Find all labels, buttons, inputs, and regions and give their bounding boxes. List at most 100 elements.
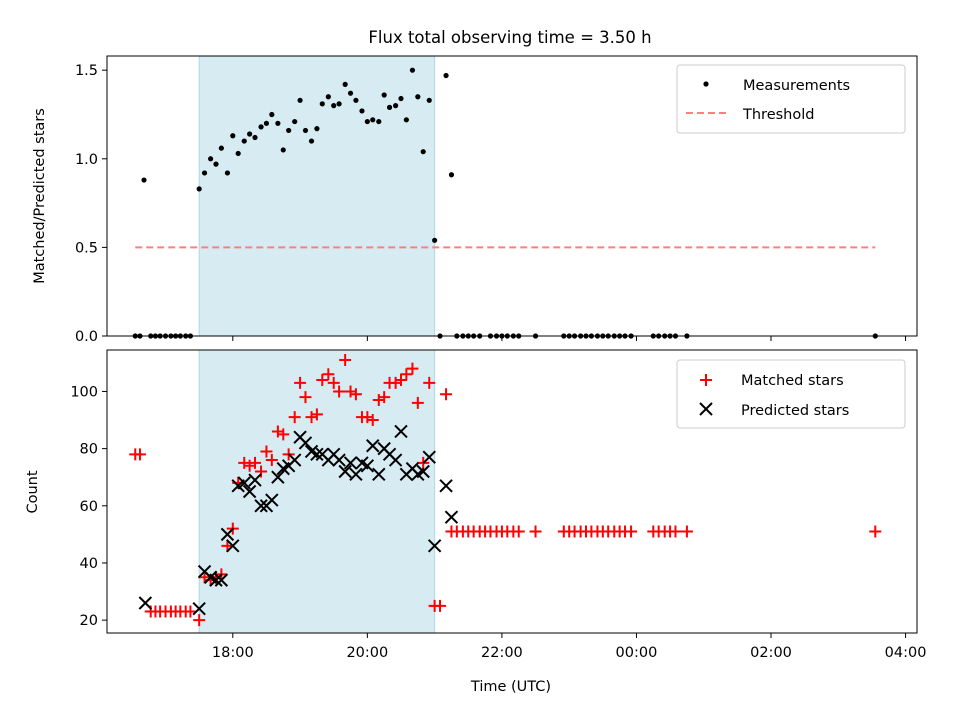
predicted-star-point bbox=[338, 464, 352, 479]
matched-star-point bbox=[434, 599, 447, 612]
x-tick-label: 18:00 bbox=[212, 645, 254, 661]
measurement-point bbox=[208, 156, 214, 162]
matched-star-point bbox=[133, 448, 146, 461]
top-y-label: Matched/Predicted stars bbox=[32, 108, 48, 284]
predicted-star-point bbox=[343, 456, 358, 470]
y-tick-label: 100 bbox=[70, 384, 98, 400]
matched-star-point bbox=[529, 525, 542, 538]
matched-star-point bbox=[193, 614, 206, 627]
matched-star-point bbox=[255, 465, 268, 478]
matched-star-point bbox=[400, 368, 413, 381]
matched-star-point bbox=[389, 376, 402, 389]
measurement-point bbox=[196, 186, 202, 192]
measurement-point bbox=[319, 101, 325, 107]
measurement-point bbox=[292, 118, 298, 125]
legend-predicted-marker bbox=[699, 402, 713, 416]
count-panel: 20 40 60 80 100 18:00 20:00 22:00 00:00 02:00 04:… bbox=[25, 349, 926, 695]
x-tick-label: 20:00 bbox=[346, 645, 388, 661]
predicted-star-point bbox=[332, 453, 346, 467]
matched-star-point bbox=[316, 374, 329, 387]
measurement-point bbox=[370, 117, 376, 123]
x-tick-label: 22:00 bbox=[481, 645, 523, 661]
measurement-point bbox=[308, 138, 315, 144]
measurement-point bbox=[280, 147, 286, 153]
matched-star-point bbox=[406, 362, 419, 375]
legend-predicted-label: Predicted stars bbox=[741, 403, 849, 419]
measurement-point bbox=[213, 161, 219, 167]
matched-star-point bbox=[249, 456, 262, 469]
predicted-star-point bbox=[349, 467, 363, 482]
measurement-point bbox=[258, 124, 264, 130]
matched-star-point bbox=[305, 411, 318, 424]
measurement-point bbox=[359, 108, 365, 114]
measurement-point bbox=[342, 81, 348, 87]
y-tick-label: 40 bbox=[80, 556, 98, 572]
matched-star-point bbox=[349, 388, 362, 401]
matched-star-point bbox=[669, 525, 682, 538]
x-tick-label: 00:00 bbox=[616, 645, 658, 661]
measurement-point bbox=[426, 97, 432, 103]
measurement-point bbox=[364, 118, 370, 125]
predicted-star-point bbox=[439, 479, 453, 493]
matched-star-point bbox=[394, 374, 407, 387]
measurement-point bbox=[218, 145, 224, 151]
y-tick-label: 1.5 bbox=[75, 63, 98, 79]
predicted-star-point bbox=[427, 539, 442, 553]
measurement-point bbox=[443, 72, 449, 79]
bottom-x-ticks: 18:00 20:00 22:00 00:00 02:00 04:00 bbox=[212, 633, 926, 661]
matched-star-point bbox=[625, 525, 638, 538]
measurement-point bbox=[241, 138, 247, 144]
predicted-star-point bbox=[242, 484, 257, 499]
matched-star-point bbox=[299, 391, 312, 404]
top-x-ticks bbox=[232, 336, 907, 341]
matched-star-point bbox=[378, 391, 391, 404]
predicted-star-point bbox=[366, 439, 380, 453]
measurement-point bbox=[201, 170, 208, 176]
matched-star-point bbox=[294, 376, 307, 389]
measurement-point bbox=[336, 101, 342, 107]
predicted-star-point bbox=[265, 493, 279, 507]
bottom-legend: Matched stars Predicted stars bbox=[676, 359, 906, 429]
measurement-point bbox=[347, 90, 354, 96]
chart-title: Flux total observing time = 3.50 h bbox=[368, 28, 651, 47]
matched-star-point bbox=[238, 456, 251, 469]
observing-span-bottom bbox=[198, 349, 436, 634]
legend-matched-marker bbox=[700, 374, 712, 386]
bottom-axes-frame bbox=[106, 349, 918, 634]
matched-star-point bbox=[260, 445, 273, 458]
measurement-point bbox=[286, 127, 292, 134]
legend-measurements-marker bbox=[703, 81, 709, 87]
legend-matched-label: Matched stars bbox=[741, 373, 844, 389]
matched-star-point bbox=[310, 408, 323, 421]
predicted-star-point bbox=[416, 464, 430, 479]
matched-star-point bbox=[198, 571, 211, 584]
predicted-star-point bbox=[298, 436, 313, 450]
matched-star-point bbox=[243, 459, 256, 472]
matched-star-point bbox=[512, 525, 525, 538]
predicted-star-point bbox=[271, 470, 285, 484]
measurement-point bbox=[230, 133, 236, 139]
top-legend-box bbox=[676, 64, 906, 134]
matched-star-point bbox=[366, 414, 379, 427]
top-axes-frame bbox=[106, 55, 918, 337]
measurement-point bbox=[269, 111, 275, 118]
predicted-stars-points bbox=[138, 424, 459, 616]
matched-star-point bbox=[344, 385, 357, 398]
measurement-point bbox=[381, 92, 387, 98]
predicted-star-point bbox=[209, 573, 223, 587]
y-tick-label: 60 bbox=[80, 499, 98, 515]
y-tick-label: 0.0 bbox=[75, 329, 98, 345]
measurement-point bbox=[235, 150, 241, 157]
predicted-star-point bbox=[422, 450, 436, 464]
matched-star-point bbox=[184, 605, 197, 618]
measurement-point bbox=[420, 149, 426, 155]
measurement-point bbox=[314, 126, 320, 132]
predicted-star-point bbox=[360, 459, 375, 473]
measurement-point bbox=[432, 237, 438, 243]
measurement-point bbox=[415, 94, 421, 100]
matched-star-point bbox=[423, 376, 436, 389]
y-tick-label: 0.5 bbox=[75, 240, 98, 256]
matched-star-point bbox=[271, 425, 284, 438]
predicted-star-point bbox=[310, 447, 324, 462]
